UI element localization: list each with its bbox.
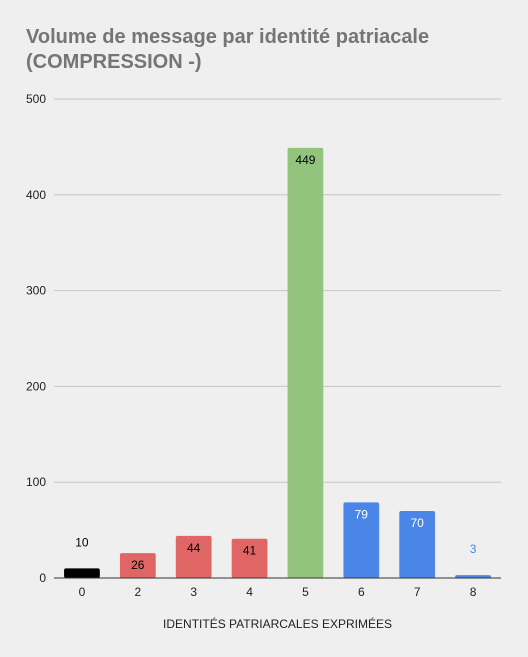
y-tick-label-400: 400: [26, 188, 46, 202]
data-label-7: 70: [411, 516, 425, 530]
bar-3: [175, 535, 212, 578]
x-tick-label-0: 0: [79, 585, 86, 599]
y-tick-label-200: 200: [26, 379, 46, 393]
data-label-3: 44: [187, 541, 201, 555]
chart-title-line-2: (COMPRESSION -): [26, 51, 202, 73]
data-label-0: 10: [75, 535, 89, 549]
x-tick-label-2: 2: [134, 585, 141, 599]
data-label-4: 41: [243, 544, 257, 558]
y-tick-label-100: 100: [26, 475, 46, 489]
gridlines: [54, 98, 501, 483]
x-tick-label-7: 7: [414, 585, 421, 599]
chart-title-line-1: Volume de message par identité patriacal…: [26, 26, 430, 48]
chart-title: Volume de message par identité patriacal…: [26, 25, 506, 75]
x-tick-label-4: 4: [246, 585, 253, 599]
data-label-8: 3: [470, 542, 477, 556]
bar-2: [119, 553, 156, 578]
data-label-5: 449: [295, 153, 315, 167]
bar-8: [455, 575, 491, 578]
x-axis-ticks: 0 2 3 4 5 6 7 8: [79, 585, 477, 599]
bar-4: [231, 538, 268, 578]
x-tick-label-5: 5: [302, 585, 309, 599]
data-label-2: 26: [131, 558, 145, 572]
data-labels: 10 26 44 41 449 79 70 3: [75, 153, 476, 572]
bars: [64, 147, 491, 578]
x-tick-label-3: 3: [190, 585, 197, 599]
y-tick-label-0: 0: [39, 571, 46, 585]
bar-0: [64, 568, 100, 578]
y-tick-label-300: 300: [26, 284, 46, 298]
x-axis-label: IDENTITÉS PATRIARCALES EXPRIMÉES: [163, 616, 392, 631]
bar-5: [287, 147, 324, 578]
data-label-6: 79: [355, 507, 369, 521]
y-tick-label-500: 500: [26, 92, 46, 106]
bar-7: [399, 510, 436, 578]
x-tick-label-6: 6: [358, 585, 365, 599]
bar-6: [343, 502, 380, 578]
y-axis-ticks: 0 100 200 300 400 500: [26, 92, 46, 585]
x-tick-label-8: 8: [470, 585, 477, 599]
